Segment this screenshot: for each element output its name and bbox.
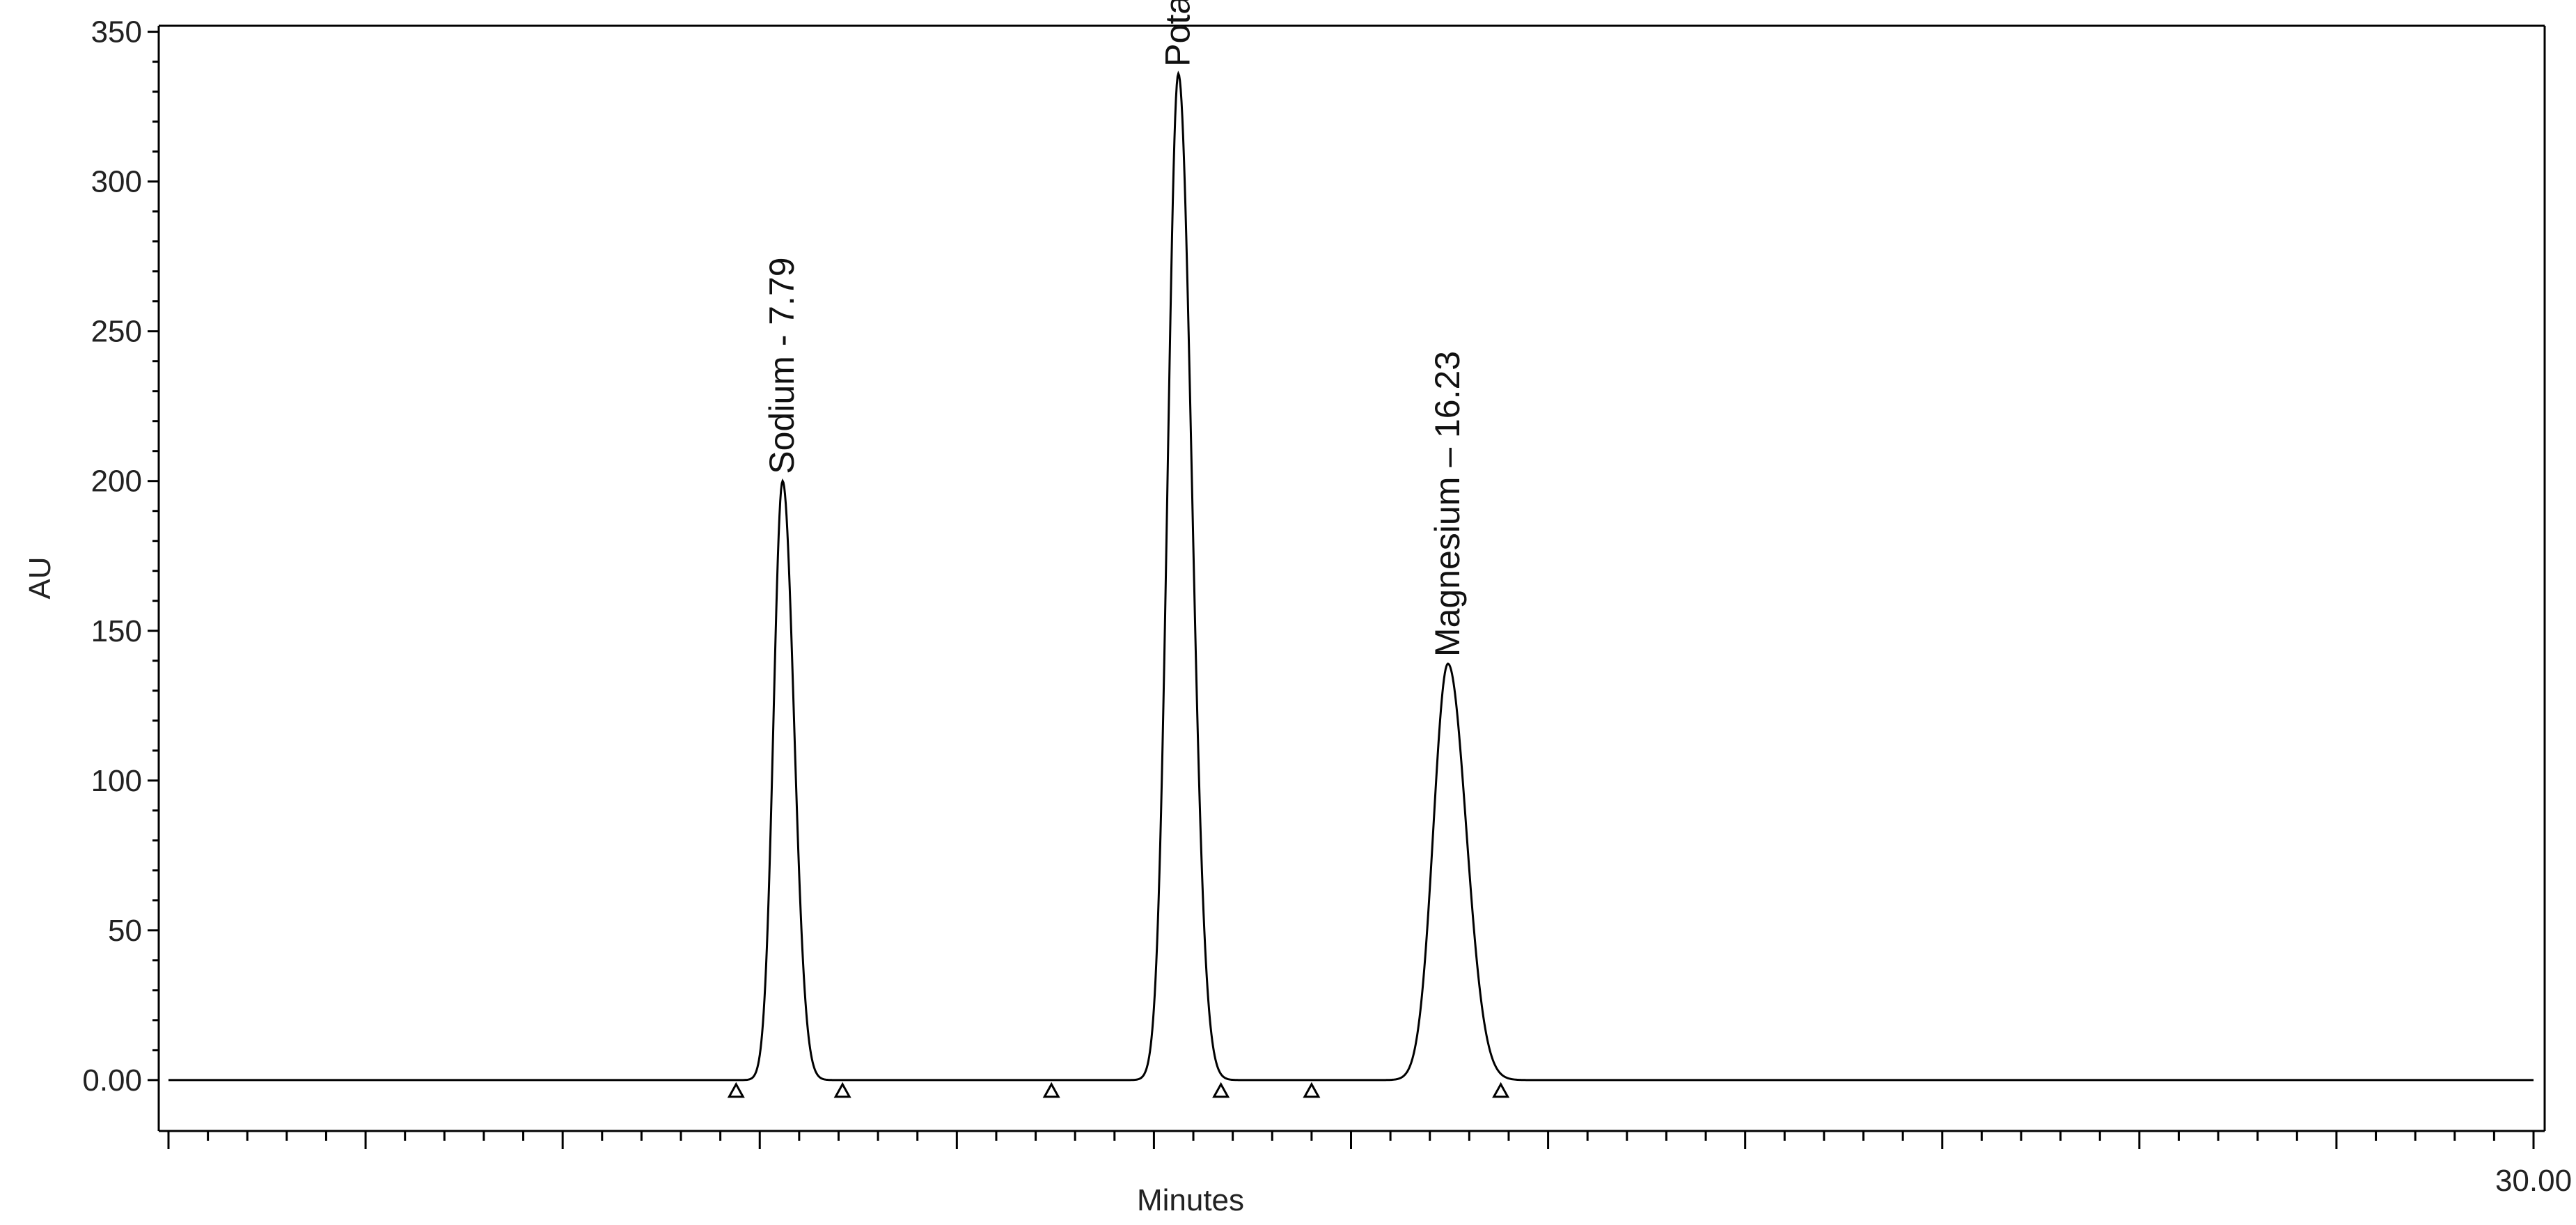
- integration-marker: [1212, 1082, 1230, 1098]
- integration-marker: [1492, 1082, 1510, 1098]
- peak-label: Sodium - 7.79: [762, 257, 801, 474]
- peak-label: Magnesium – 16.23: [1428, 351, 1467, 657]
- chromatogram-trace: [168, 70, 2534, 1082]
- peak-labels: Sodium - 7.79 Potassium - 12.81 Magnesium …: [762, 0, 1467, 657]
- y-tick-label: 0.00: [82, 1063, 142, 1098]
- integration-marker: [1303, 1082, 1321, 1098]
- y-axis-ticks: 0.00 50 100 150 200 250 300 350: [82, 15, 159, 1098]
- y-tick-label: 350: [91, 15, 142, 49]
- x-axis-ticks: 30.00: [167, 1131, 2572, 1198]
- y-tick-label: 150: [91, 614, 142, 648]
- x-tick-label: 30.00: [2495, 1164, 2572, 1198]
- y-tick-label: 250: [91, 315, 142, 349]
- y-tick-label: 100: [91, 764, 142, 798]
- y-tick-label: 300: [91, 165, 142, 199]
- integration-markers: [727, 1082, 1510, 1098]
- x-axis-title: Minutes: [1137, 1183, 1244, 1217]
- y-axis-title: AU: [23, 556, 57, 599]
- integration-marker: [1042, 1082, 1060, 1098]
- peak-apex: [1447, 662, 1450, 665]
- peak-apex: [1177, 72, 1180, 75]
- peak-apex: [781, 480, 784, 483]
- chromatogram-trace-group: [168, 70, 2534, 1082]
- peak-label: Potassium - 12.81: [1159, 0, 1197, 67]
- y-tick-label: 50: [108, 914, 142, 948]
- integration-marker: [727, 1082, 745, 1098]
- y-tick-label: 200: [91, 465, 142, 499]
- integration-marker: [833, 1082, 851, 1098]
